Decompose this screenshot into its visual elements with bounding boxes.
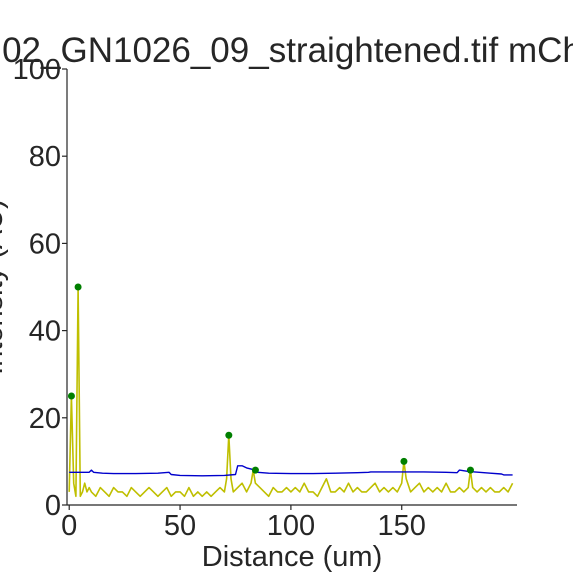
x-tick-label: 0 — [61, 510, 77, 542]
x-axis-title: Distance (um) — [202, 541, 383, 573]
peak-marker — [74, 283, 82, 291]
x-tick-label: 100 — [267, 510, 315, 542]
peak-marker — [466, 466, 474, 474]
peak-marker — [225, 431, 233, 439]
peak-marker — [67, 392, 75, 400]
x-tick-label: 50 — [164, 510, 196, 542]
y-tick-label: 80 — [29, 141, 61, 173]
y-axis-title: Intensity (AU) — [0, 199, 9, 375]
peak-marker — [400, 457, 408, 465]
x-tick-label: 150 — [378, 510, 426, 542]
plot-area — [67, 283, 514, 498]
signal-line — [68, 286, 514, 498]
y-tick-label: 40 — [29, 316, 61, 348]
axes: 0 20 40 60 80 100 0 50 100 150 — [13, 54, 517, 542]
y-tick-label: 20 — [29, 403, 61, 435]
peak-marker — [251, 466, 259, 474]
y-tick-label: 0 — [45, 490, 61, 522]
y-tick-label: 100 — [13, 54, 61, 86]
plot-clip-group — [67, 283, 514, 498]
baseline-line — [69, 465, 513, 477]
chart-title: 02_GN1026_09_straightened.tif mCh — [2, 31, 573, 70]
y-tick-label: 60 — [29, 228, 61, 260]
